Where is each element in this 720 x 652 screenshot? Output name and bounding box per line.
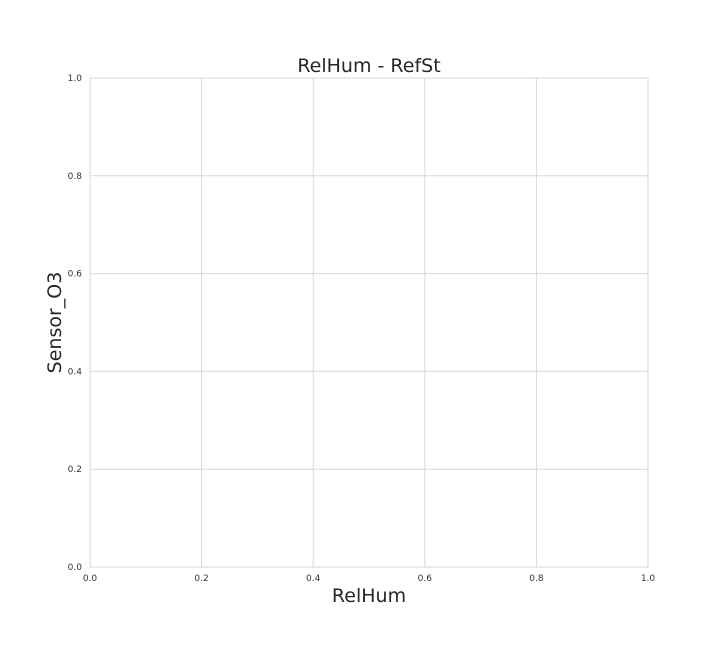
x-tick-label: 0.8 xyxy=(529,574,544,584)
x-tick-label: 0.2 xyxy=(194,574,208,584)
grid-layer xyxy=(89,77,649,568)
x-tick-label: 0.0 xyxy=(83,574,98,584)
chart-title: RelHum - RefSt xyxy=(297,55,440,77)
y-tick-label: 0.2 xyxy=(68,465,82,475)
y-axis-label: Sensor_O3 xyxy=(44,272,66,374)
y-tick-label: 0.0 xyxy=(68,563,83,573)
x-tick-label: 0.6 xyxy=(418,574,433,584)
tick-layer: 0.0 0.2 0.4 0.6 0.8 1.0 0.0 0.2 0.4 0.6 0.8 1.0 xyxy=(68,74,656,584)
y-tick-label: 0.4 xyxy=(68,367,83,377)
plot-area xyxy=(89,77,649,568)
x-tick-label: 0.4 xyxy=(306,574,321,584)
x-tick-label: 1.0 xyxy=(641,574,656,584)
x-axis-label: RelHum xyxy=(332,585,406,607)
y-tick-label: 1.0 xyxy=(68,74,83,84)
y-tick-label: 0.8 xyxy=(68,172,83,182)
y-tick-label: 0.6 xyxy=(68,270,83,280)
